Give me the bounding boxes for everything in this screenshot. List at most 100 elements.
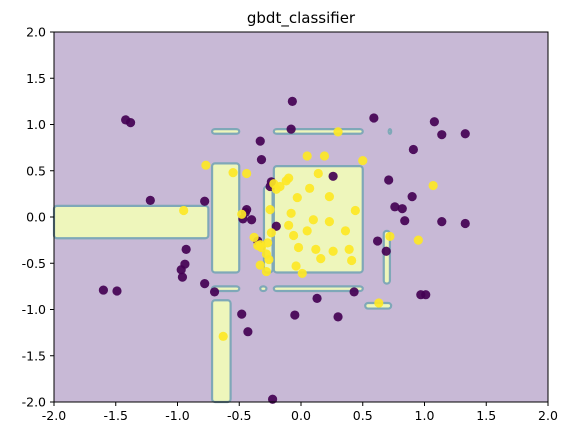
data-point-class-1 — [266, 228, 276, 238]
data-point-class-0 — [400, 216, 410, 226]
data-point-class-0 — [312, 293, 322, 303]
x-tick-label: 1.0 — [415, 408, 435, 423]
decision-region — [210, 128, 241, 135]
x-tick-label: 2.0 — [538, 408, 558, 423]
data-point-class-1 — [218, 331, 228, 341]
x-tick-label: -1.5 — [104, 408, 128, 423]
data-point-class-0 — [98, 285, 108, 295]
data-point-class-1 — [293, 242, 304, 253]
data-point-class-0 — [397, 204, 407, 214]
data-point-class-0 — [237, 309, 247, 319]
data-point-class-0 — [369, 113, 379, 123]
y-tick-label: 0.0 — [26, 210, 46, 225]
x-axis: -2.0 -1.5 -1.0 -0.5 0.0 0.5 1.0 1.5 2.0 — [42, 402, 558, 423]
data-point-class-1 — [265, 205, 275, 215]
data-point-class-0 — [243, 327, 253, 337]
data-point-class-0 — [290, 310, 300, 320]
y-tick-label: -1.0 — [22, 302, 46, 317]
x-tick-label: -2.0 — [42, 408, 66, 423]
y-tick-label: 1.0 — [26, 117, 46, 132]
data-point-class-1 — [249, 232, 259, 242]
data-point-class-1 — [261, 266, 272, 277]
data-point-class-0 — [200, 196, 210, 206]
data-point-class-0 — [437, 130, 447, 140]
data-point-class-1 — [350, 205, 360, 216]
data-point-class-0 — [429, 117, 439, 127]
data-point-class-0 — [125, 118, 136, 128]
data-point-class-0 — [112, 286, 122, 296]
data-point-class-1 — [291, 261, 301, 271]
x-tick-label: -1.0 — [165, 408, 189, 423]
data-point-class-0 — [209, 287, 220, 297]
data-point-class-1 — [284, 173, 294, 183]
y-axis: 2.0 1.5 1.0 0.5 0.0 -0.5 -1.0 -1.5 -2.0 — [22, 25, 54, 410]
data-point-class-1 — [264, 254, 274, 265]
data-point-class-1 — [319, 151, 330, 161]
data-point-class-0 — [421, 290, 431, 300]
decision-region — [259, 285, 268, 293]
data-point-class-1 — [255, 260, 265, 270]
decision-region — [210, 162, 241, 274]
data-point-class-1 — [302, 226, 312, 236]
data-point-class-1 — [340, 226, 351, 236]
y-tick-label: -0.5 — [22, 256, 46, 271]
data-point-class-1 — [297, 268, 307, 279]
data-point-class-0 — [200, 279, 210, 289]
data-point-class-1 — [292, 192, 302, 203]
data-point-class-0 — [256, 155, 267, 165]
data-point-class-1 — [344, 244, 354, 254]
data-point-class-1 — [284, 220, 294, 230]
x-tick-label: 0.5 — [353, 408, 373, 423]
data-point-class-1 — [308, 215, 318, 225]
data-point-class-1 — [286, 208, 296, 218]
data-point-class-0 — [390, 202, 400, 212]
data-point-class-0 — [333, 312, 343, 322]
data-point-class-1 — [328, 246, 338, 256]
data-point-class-1 — [324, 192, 335, 202]
data-point-class-0 — [286, 124, 296, 134]
y-tick-label: -2.0 — [22, 395, 46, 410]
data-point-class-1 — [428, 180, 438, 191]
data-point-class-1 — [324, 217, 335, 227]
decision-region — [387, 128, 393, 135]
x-tick-label: -0.5 — [227, 408, 251, 423]
data-point-class-1 — [179, 205, 189, 216]
data-point-class-0 — [181, 244, 191, 254]
data-point-class-0 — [287, 96, 297, 106]
data-point-class-1 — [316, 254, 326, 264]
data-point-class-0 — [271, 221, 281, 231]
data-point-class-1 — [228, 168, 238, 178]
decision-region — [272, 285, 364, 293]
data-point-class-1 — [311, 244, 321, 254]
data-point-class-1 — [358, 155, 368, 166]
data-point-class-0 — [460, 218, 470, 229]
data-point-class-1 — [288, 230, 299, 241]
data-point-class-1 — [313, 168, 323, 179]
data-point-class-1 — [305, 183, 315, 193]
data-point-class-0 — [460, 129, 470, 139]
decision-region — [382, 229, 392, 285]
y-tick-label: 1.5 — [26, 71, 46, 86]
x-tick-label: 1.5 — [476, 408, 496, 423]
data-point-class-1 — [275, 181, 285, 192]
data-point-class-0 — [255, 136, 265, 146]
decision-region — [210, 299, 232, 404]
data-point-class-1 — [413, 235, 423, 245]
data-point-class-0 — [177, 272, 188, 282]
data-point-class-0 — [145, 195, 155, 205]
data-point-class-1 — [237, 209, 247, 219]
data-point-class-1 — [263, 238, 273, 248]
data-point-class-1 — [374, 298, 384, 308]
plot-area — [52, 31, 549, 404]
data-point-class-0 — [328, 171, 338, 181]
data-point-class-1 — [385, 231, 395, 242]
x-tick-label: 0.0 — [291, 408, 311, 423]
data-point-class-0 — [180, 259, 190, 269]
chart-title: gbdt_classifier — [247, 9, 356, 28]
data-point-class-0 — [381, 246, 391, 256]
y-tick-label: 0.5 — [26, 163, 46, 178]
data-point-class-1 — [333, 127, 343, 137]
data-point-class-1 — [201, 160, 211, 170]
data-point-class-0 — [408, 144, 418, 155]
